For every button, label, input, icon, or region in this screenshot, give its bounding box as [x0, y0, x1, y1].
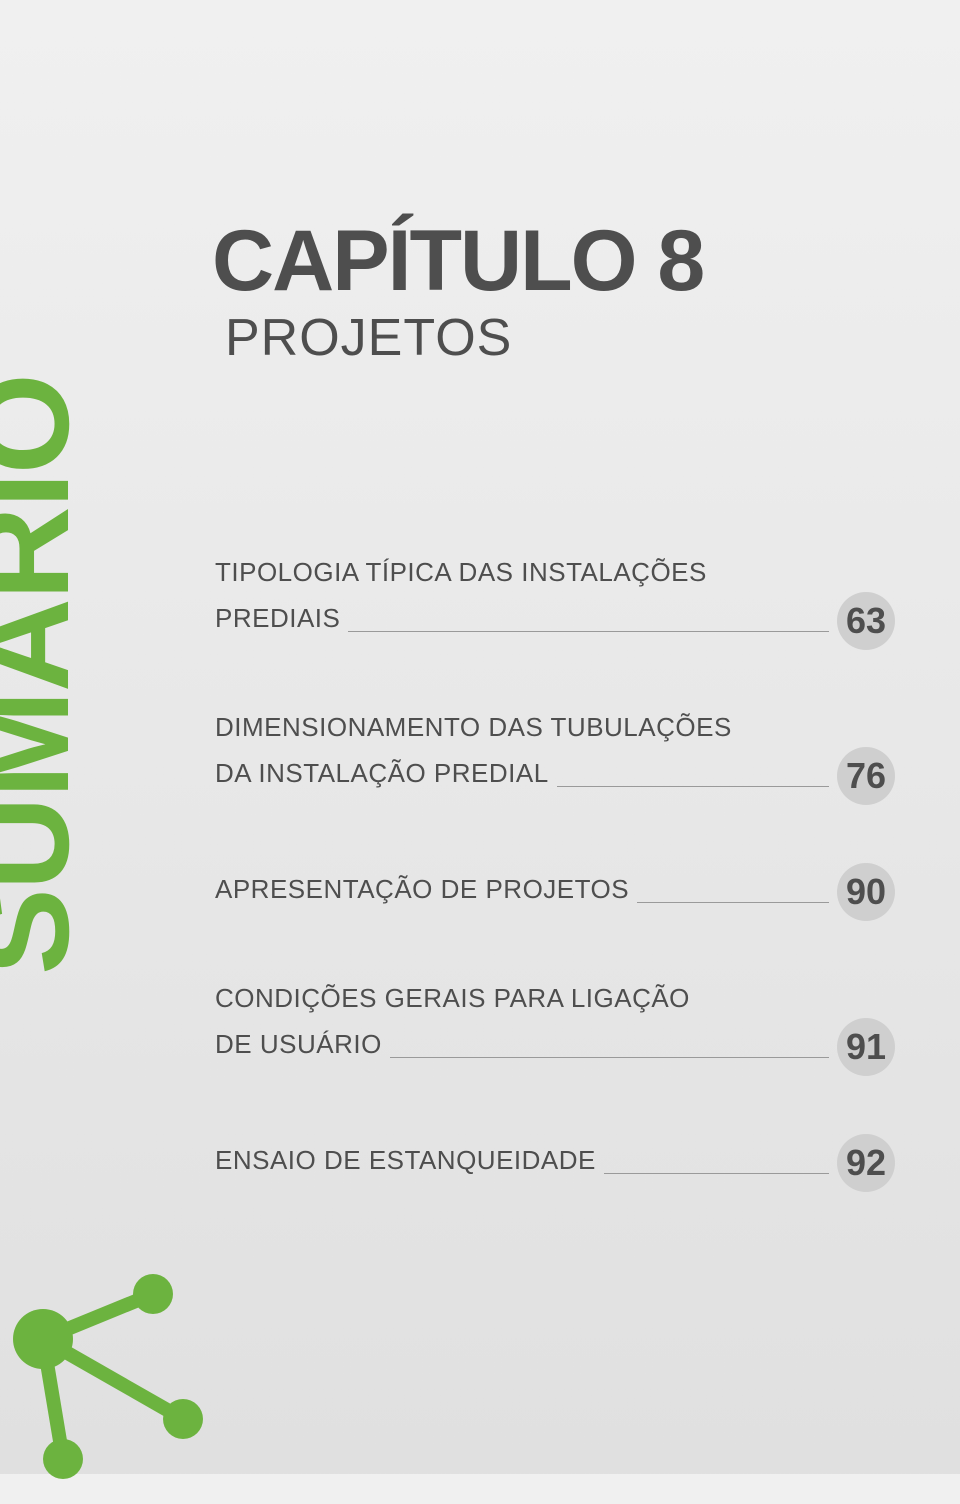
chapter-subtitle: PROJETOS [225, 308, 512, 368]
toc-item-line1: CONDIÇÕES GERAIS PARA LIGAÇÃO [215, 979, 895, 1018]
toc-item: TIPOLOGIA TÍPICA DAS INSTALAÇÕES PREDIAI… [215, 553, 895, 638]
toc-leader-line [390, 1057, 829, 1058]
page-number-badge: 90 [837, 863, 895, 921]
page-number-badge: 91 [837, 1018, 895, 1076]
sidebar-vertical-label: SUMÁRIO [0, 375, 98, 975]
table-of-contents: TIPOLOGIA TÍPICA DAS INSTALAÇÕES PREDIAI… [215, 553, 895, 1250]
toc-item-line2: DE USUÁRIO [215, 1025, 382, 1064]
toc-item-line1: APRESENTAÇÃO DE PROJETOS [215, 870, 629, 909]
toc-item: APRESENTAÇÃO DE PROJETOS 90 [215, 863, 895, 909]
toc-item: CONDIÇÕES GERAIS PARA LIGAÇÃO DE USUÁRIO… [215, 979, 895, 1064]
toc-item: DIMENSIONAMENTO DAS TUBULAÇÕES DA INSTAL… [215, 708, 895, 793]
toc-item-line2: DA INSTALAÇÃO PREDIAL [215, 754, 549, 793]
page-number-badge: 92 [837, 1134, 895, 1192]
network-icon [8, 1264, 218, 1504]
toc-leader-line [637, 902, 829, 903]
toc-item-line1: DIMENSIONAMENTO DAS TUBULAÇÕES [215, 708, 895, 747]
toc-item-line1: ENSAIO DE ESTANQUEIDADE [215, 1141, 596, 1180]
toc-item-line1: TIPOLOGIA TÍPICA DAS INSTALAÇÕES [215, 553, 895, 592]
toc-leader-line [557, 786, 829, 787]
toc-leader-line [348, 631, 829, 632]
chapter-title: CAPÍTULO 8 [212, 212, 703, 311]
toc-item-line2: PREDIAIS [215, 599, 340, 638]
toc-leader-line [604, 1173, 829, 1174]
page-number-badge: 63 [837, 592, 895, 650]
page-number-badge: 76 [837, 747, 895, 805]
toc-item: ENSAIO DE ESTANQUEIDADE 92 [215, 1134, 895, 1180]
